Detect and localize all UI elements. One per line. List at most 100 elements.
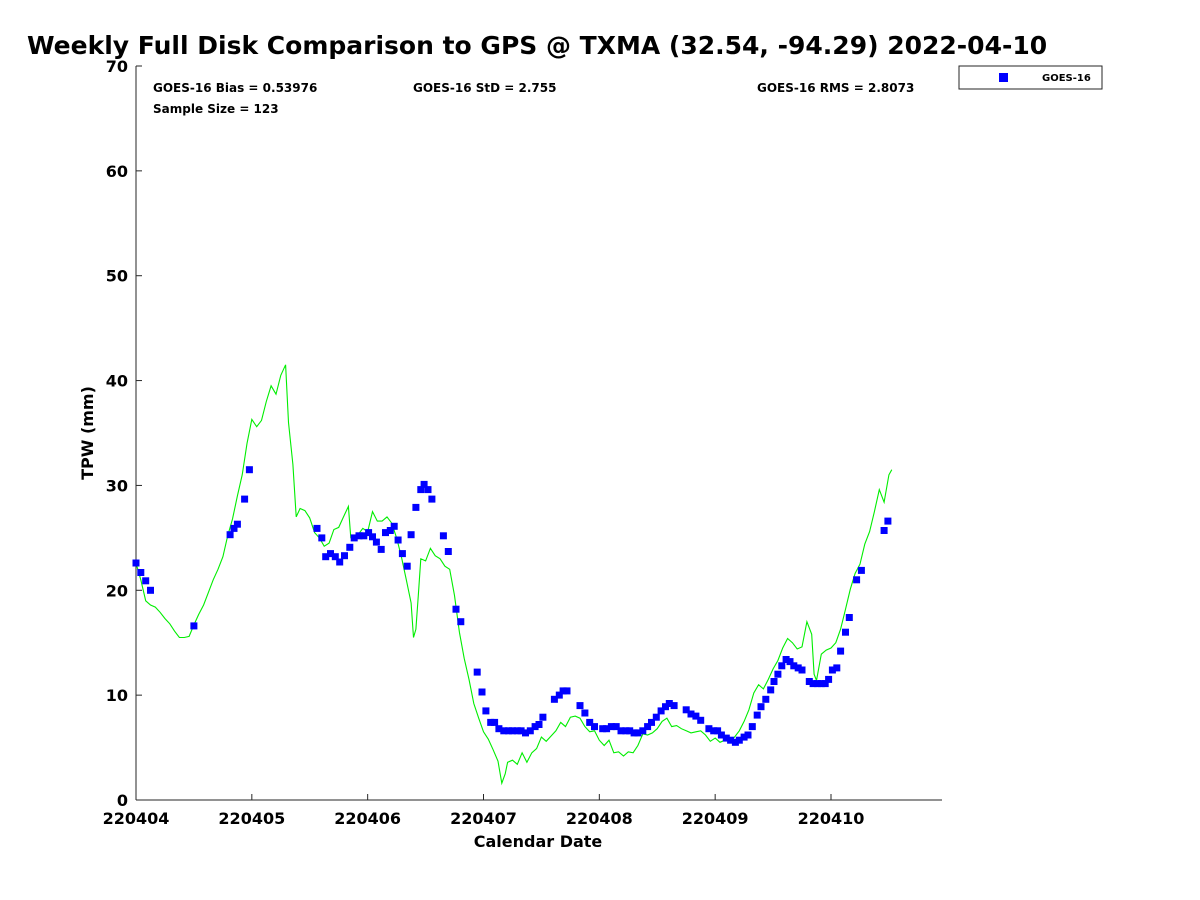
goes16-point: [452, 605, 460, 613]
goes16-point: [626, 727, 634, 735]
goes16-point: [457, 618, 465, 626]
goes16-point: [805, 678, 813, 685]
goes16-point: [770, 678, 778, 685]
goes16-point: [517, 727, 525, 735]
goes16-point: [762, 695, 770, 703]
goes16-point: [137, 569, 145, 576]
goes16-point: [735, 736, 743, 744]
goes16-point: [634, 729, 642, 737]
goes16-point: [495, 725, 503, 733]
goes16-point: [744, 731, 752, 739]
goes16-point: [710, 727, 718, 735]
goes16-point: [482, 707, 490, 715]
goes16-point: [670, 702, 678, 710]
goes16-point: [550, 695, 558, 703]
goes16-point: [382, 529, 389, 537]
legend-label-goes16: GOES-16: [1042, 73, 1091, 84]
x-tick-label: 220408: [566, 809, 633, 828]
goes16-point: [147, 586, 154, 594]
goes16-point: [740, 733, 748, 741]
y-tick-label: 50: [106, 267, 128, 286]
goes16-point: [794, 664, 802, 672]
x-tick-label: 220406: [334, 809, 401, 828]
goes16-point: [639, 727, 647, 735]
goes16-point: [417, 486, 425, 494]
goes16-point: [386, 527, 394, 534]
goes16-point: [420, 480, 428, 488]
bias-stat: GOES-16 Bias = 0.53976: [153, 81, 317, 95]
goes16-point: [581, 709, 589, 717]
goes16-point: [591, 723, 598, 731]
goes16-point: [372, 538, 380, 546]
goes16-point: [233, 520, 241, 528]
goes16-point: [825, 675, 833, 683]
goes16-point: [722, 734, 730, 742]
goes16-point: [555, 691, 563, 699]
y-tick-label: 0: [117, 791, 128, 810]
y-tick-label: 70: [106, 57, 128, 76]
goes16-point: [786, 658, 794, 666]
goes16-point: [767, 686, 775, 694]
goes16-point: [648, 718, 655, 726]
goes16-point: [705, 725, 713, 733]
goes16-point: [630, 729, 638, 737]
goes16-point: [778, 662, 786, 670]
goes16-point: [828, 666, 836, 674]
goes16-point: [491, 718, 499, 726]
y-tick-label: 10: [106, 686, 128, 705]
goes16-point: [341, 552, 348, 560]
goes16-point: [753, 711, 761, 719]
goes16-point: [190, 622, 198, 630]
goes16-point: [586, 718, 594, 726]
goes16-point: [428, 495, 436, 503]
goes16-point: [535, 721, 543, 728]
goes16-point: [821, 680, 829, 688]
goes16-point: [817, 680, 825, 688]
goes16-point: [487, 718, 495, 726]
goes16-point: [346, 543, 354, 551]
goes16-point: [880, 527, 888, 534]
goes16-point: [478, 688, 486, 696]
chart-title: Weekly Full Disk Comparison to GPS @ TXM…: [27, 31, 1047, 60]
goes16-point: [798, 666, 806, 674]
goes16-point: [424, 486, 432, 494]
goes16-point: [603, 725, 611, 733]
x-tick-label: 220407: [450, 809, 517, 828]
goes16-point: [559, 687, 567, 695]
goes16-point: [617, 727, 625, 735]
goes16-point: [509, 727, 516, 735]
goes16-point: [576, 702, 584, 710]
goes16-point: [857, 566, 865, 574]
goes16-point: [790, 662, 798, 670]
sample-size-stat: Sample Size = 123: [153, 102, 279, 116]
goes16-point: [407, 531, 415, 539]
goes16-series: [132, 466, 892, 746]
goes16-point: [444, 548, 452, 555]
goes16-point: [331, 553, 339, 561]
legend: GOES-16: [958, 65, 1103, 90]
goes16-point: [563, 687, 571, 695]
goes16-point: [377, 545, 385, 553]
y-tick-label: 60: [106, 162, 128, 181]
legend-box: [958, 65, 1103, 90]
goes16-point: [390, 522, 398, 530]
y-tick-label: 20: [106, 581, 128, 600]
goes16-point: [230, 524, 238, 532]
goes16-point: [697, 716, 705, 724]
x-tick-label: 220404: [103, 809, 170, 828]
goes16-point: [814, 680, 821, 688]
y-tick-label: 40: [106, 372, 128, 391]
gps-series: [135, 364, 893, 786]
goes16-point: [599, 725, 607, 733]
goes16-point: [657, 707, 665, 715]
goes16-point: [226, 531, 234, 539]
x-tick-label: 220410: [798, 809, 865, 828]
gps-line: [135, 364, 893, 786]
std-stat: GOES-16 StD = 2.755: [413, 81, 556, 95]
goes16-point: [809, 680, 817, 688]
goes16-point: [365, 529, 373, 537]
x-axis-label: Calendar Date: [474, 832, 603, 851]
goes16-point: [500, 727, 508, 735]
goes16-point: [662, 703, 669, 711]
